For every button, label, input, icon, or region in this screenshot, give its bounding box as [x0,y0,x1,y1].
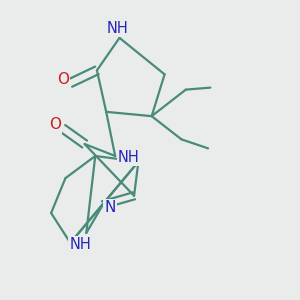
Text: O: O [57,73,69,88]
Text: NH: NH [118,150,140,165]
Text: NH: NH [69,237,91,252]
Text: O: O [49,117,61,132]
Text: N: N [105,200,116,215]
Text: NH: NH [107,20,129,35]
